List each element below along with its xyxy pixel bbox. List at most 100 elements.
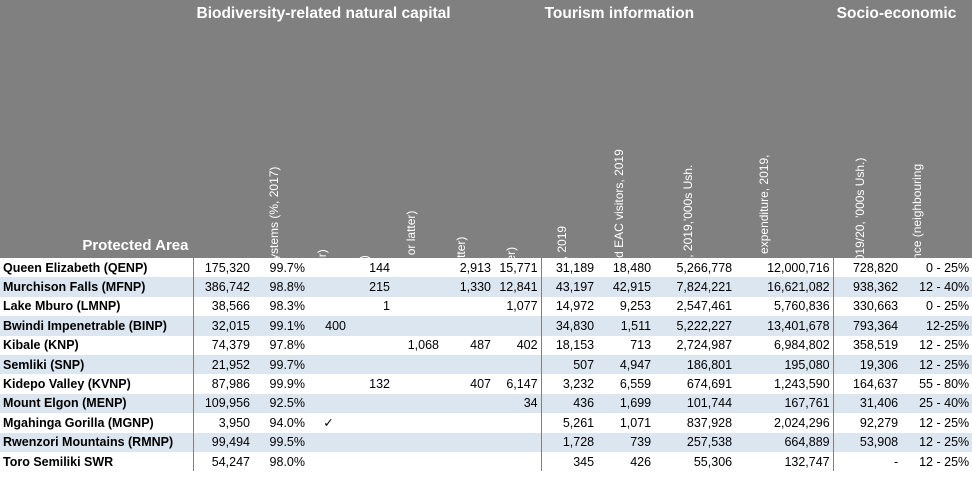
cell-poverty: 0 - 25% [926, 299, 970, 314]
cell-lions: 1 [383, 299, 390, 314]
cell-chimpanzees [393, 354, 442, 375]
table-row: Lake Mburo (LMNP) 38,566 98.3% 1 1,077 14,972… [0, 296, 972, 317]
cell-lions [349, 393, 393, 414]
cell-intl-expenditure: 5,760,836 [774, 299, 830, 314]
extent-natural-header: Extent Natural Ecosystems (%, 2017) [252, 28, 308, 258]
cell-lions [349, 336, 393, 355]
socio-economic-group-header: Socio-economic [832, 0, 972, 29]
protected-area-name: Toro Semiliki SWR [3, 454, 114, 469]
cell-intl-visitors: 34,830 [540, 316, 598, 336]
cell-foreign-resident: 42,915 [597, 277, 655, 297]
cell-gorilla [308, 374, 349, 393]
cell-buffalo [494, 432, 542, 452]
cell-poverty: 12-25% [901, 316, 972, 336]
cell-uwa-fees: 257,538 [654, 432, 736, 452]
cell-revenue-sharing: - [832, 451, 902, 472]
cell-chimpanzees: 1,068 [407, 338, 439, 353]
table-row: Mgahinga Gorilla (MGNP) 3,950 94.0% ✓ 5,261 1… [0, 413, 972, 433]
cell-uwa-fees: 186,801 [654, 354, 736, 375]
cell-buffalo: 15,771 [499, 260, 538, 275]
protected-area-name: Semliki (SNP) [0, 354, 193, 375]
table-body: Queen Elizabeth (QENP) 175,320 99.7% 144 2,9… [0, 258, 972, 472]
cell-extent-natural: 98.8% [253, 277, 308, 297]
cell-chimpanzees [393, 413, 442, 432]
intl-expenditure-header: International tourism expenditure, 2019,… [734, 28, 834, 258]
cell-elephant: 2,913 [459, 260, 491, 275]
table-row: Semliki (SNP) 21,952 99.7% 507 4,947 186,801 1… [0, 354, 972, 375]
cell-foreign-resident: 4,947 [597, 354, 655, 375]
cell-gorilla [308, 432, 349, 452]
cell-revenue-sharing: 31,406 [832, 393, 902, 414]
cell-intl-visitors: 31,189 [540, 258, 598, 278]
protected-area-name: Kidepo Valley (KVNP) [3, 377, 131, 392]
cell-buffalo [494, 452, 541, 471]
cell-intl-expenditure: 1,243,590 [774, 377, 830, 392]
cell-elephant [442, 316, 494, 336]
cell-lions [349, 413, 393, 432]
cell-gorilla [308, 393, 349, 414]
cell-chimpanzees [393, 432, 442, 452]
cell-intl-expenditure: 12,000,716 [767, 260, 830, 275]
cell-uwa-fees: 5,266,778 [676, 260, 733, 275]
cell-total-extent: 3,950 [192, 413, 253, 433]
cell-extent-natural: 98.0% [269, 454, 305, 469]
cell-uwa-fees: 2,547,461 [676, 299, 733, 314]
cell-revenue-sharing: 164,637 [832, 374, 902, 394]
cell-total-extent: 175,320 [192, 258, 253, 278]
cell-gorilla [308, 277, 349, 297]
cell-lions [349, 452, 393, 471]
cell-uwa-fees: 674,691 [686, 377, 733, 392]
cell-poverty: 12 - 25% [919, 454, 970, 469]
cell-elephant: 407 [470, 377, 491, 392]
cell-extent-natural: 99.9% [269, 377, 305, 392]
cell-gorilla [308, 452, 349, 471]
cell-extent-natural: 99.5% [253, 432, 308, 452]
cell-intl-expenditure: 664,889 [735, 432, 834, 452]
cell-intl-expenditure: 195,080 [735, 354, 834, 375]
cell-lions: 132 [369, 377, 390, 392]
cell-uwa-fees: 101,744 [654, 393, 736, 414]
protected-area-name: Bwindi Impenetrable (BINP) [0, 316, 193, 336]
cell-extent-natural: 99.7% [253, 354, 308, 375]
gorilla-header: Gorilla (2010 or latter) [307, 28, 349, 258]
cell-uwa-fees: 837,928 [686, 415, 733, 430]
cell-foreign-resident: 6,559 [619, 377, 652, 392]
table-row: Queen Elizabeth (QENP) 175,320 99.7% 144 2,9… [0, 258, 972, 278]
cell-buffalo: 12,841 [494, 277, 542, 297]
cell-elephant: 1,330 [442, 277, 494, 297]
total-extent-header: Total Extent (Ha) [192, 28, 253, 258]
cell-foreign-resident: 426 [630, 454, 652, 469]
cell-poverty: 0 - 25% [926, 260, 970, 275]
cell-extent-natural: 99.1% [253, 316, 308, 336]
protected-area-name: Murchison Falls (MFNP) [0, 277, 193, 297]
cell-total-extent: 99,494 [192, 432, 253, 452]
cell-lions [349, 354, 393, 375]
cell-revenue-sharing: 19,306 [832, 354, 902, 375]
cell-foreign-resident: 713 [630, 338, 652, 353]
cell-total-extent: 109,956 [192, 393, 253, 414]
cell-uwa-fees: 7,824,221 [654, 277, 736, 297]
poverty-header: Local poverty incidence (neighbouring di… [900, 28, 972, 258]
cell-foreign-resident: 1,071 [619, 415, 652, 430]
cell-gorilla [308, 354, 349, 375]
cell-total-extent: 32,015 [192, 316, 253, 336]
protected-area-name: Kibale (KNP) [3, 338, 79, 353]
table-row: Bwindi Impenetrable (BINP) 32,015 99.1% 400… [0, 316, 972, 336]
cell-intl-visitors: 5,261 [540, 413, 598, 433]
cell-buffalo [494, 354, 542, 375]
cell-foreign-resident: 739 [597, 432, 655, 452]
cell-intl-visitors: 345 [540, 451, 598, 472]
cell-chimpanzees [393, 393, 442, 414]
cell-chimpanzees [393, 297, 442, 316]
cell-uwa-fees: 2,724,987 [676, 338, 733, 353]
biodiversity-group-header: Biodiversity-related natural capital [192, 0, 542, 29]
cell-revenue-sharing: 938,362 [832, 277, 902, 297]
cell-chimpanzees [393, 316, 442, 336]
cell-total-extent: 87,986 [192, 374, 253, 394]
tourism-group-header: Tourism information [540, 0, 834, 29]
cell-intl-expenditure: 16,621,082 [735, 277, 834, 297]
cell-extent-natural: 99.7% [269, 260, 305, 275]
protected-area-name: Rwenzori Mountains (RMNP) [0, 432, 193, 452]
cell-total-extent: 74,379 [192, 335, 253, 355]
cell-lions: 215 [349, 277, 393, 297]
